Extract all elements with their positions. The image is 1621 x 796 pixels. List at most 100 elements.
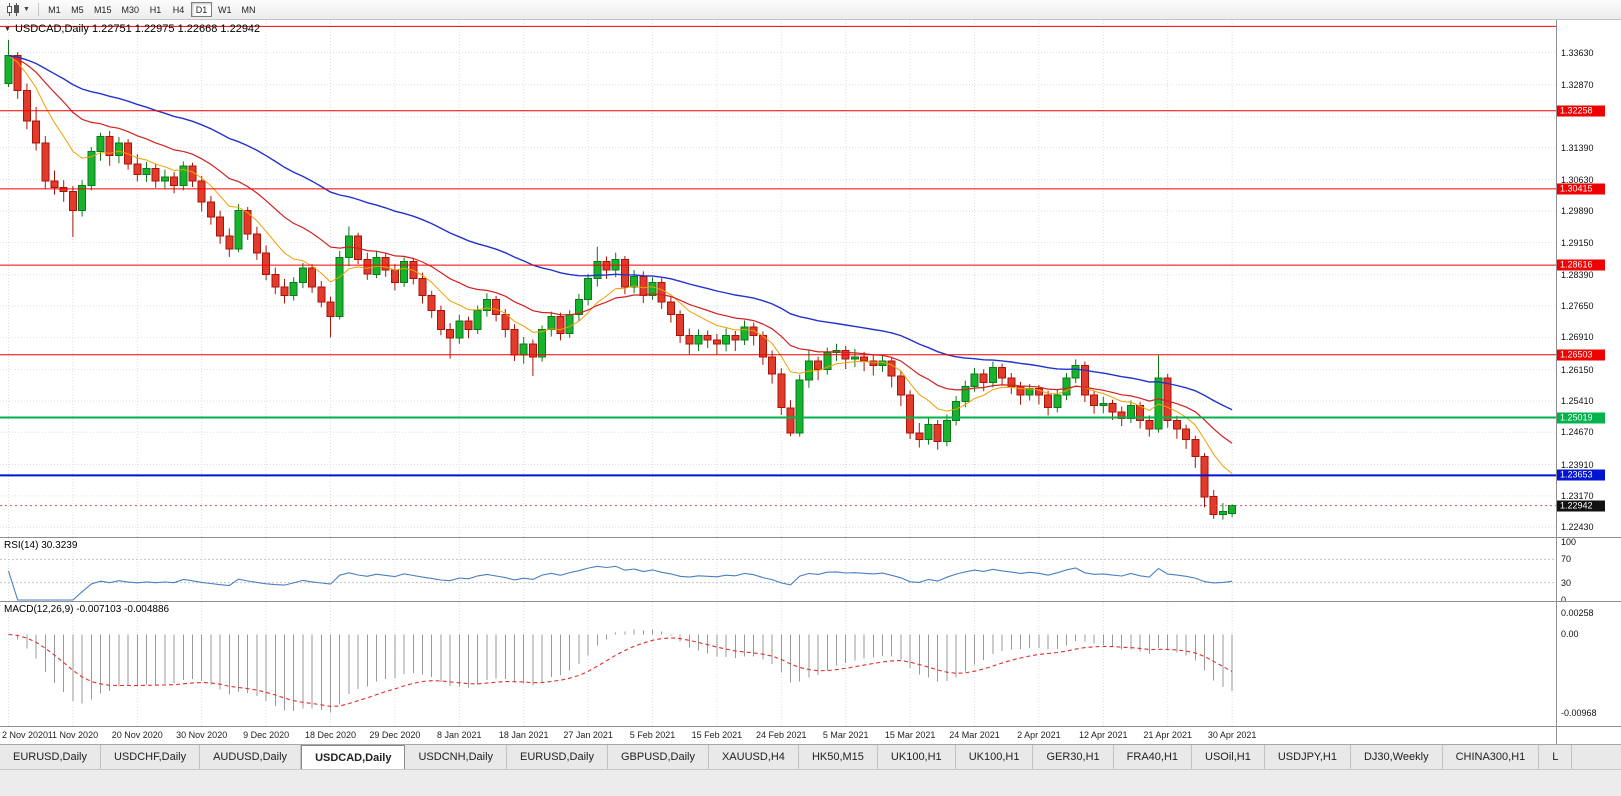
date-axis-label: 2 Apr 2021	[1017, 730, 1061, 740]
date-axis-label: 12 Apr 2021	[1079, 730, 1128, 740]
tab-ger30-h1[interactable]: GER30,H1	[1033, 745, 1114, 769]
date-axis-label: 2 Nov 2020	[2, 730, 49, 740]
price-axis-label: 1.29150	[1561, 237, 1594, 248]
chevron-down-icon: ▼	[23, 6, 30, 13]
price-axis-label: 1.28390	[1561, 269, 1594, 280]
timeframe-toolbar: ▼ M1 M5 M15 M30 H1 H4 D1 W1 MN	[0, 0, 1621, 20]
level-price-chip: 1.30415	[1557, 183, 1605, 195]
level-price-chip: 1.32258	[1557, 105, 1605, 117]
tab-usdcad-daily[interactable]: USDCAD,Daily	[301, 745, 406, 769]
macd-row: MACD(12,26,9) -0.007103 -0.004886 0.0025…	[0, 602, 1621, 726]
macd-axis-label: 0.00	[1561, 629, 1579, 640]
date-axis-label: 24 Mar 2021	[949, 730, 1000, 740]
panel-separator[interactable]	[0, 726, 1621, 727]
rsi-plot[interactable]: RSI(14) 30.3239	[0, 538, 1556, 601]
date-axis-label: 15 Mar 2021	[884, 730, 936, 740]
tab-eurusd-daily[interactable]: EURUSD,Daily	[507, 745, 608, 769]
rsi-axis[interactable]: 100 70 30 0	[1556, 538, 1621, 601]
date-axis-label: 8 Jan 2021	[437, 730, 482, 740]
timeframe-button-h4[interactable]: H4	[172, 4, 185, 15]
tab-usoil-h1[interactable]: USOil,H1	[1192, 745, 1265, 769]
timeframe-button-m5[interactable]: M5	[71, 4, 84, 15]
date-axis-row: 2 Nov 2020 11 Nov 2020 20 Nov 2020 30 Nov 2…	[0, 727, 1621, 744]
date-axis-label: 30 Nov 2020	[176, 730, 228, 740]
timeframe-button-w1[interactable]: W1	[217, 4, 232, 15]
macd-chart[interactable]	[0, 602, 1556, 726]
timeframe-buttons: M1 M5 M15 M30 H1 H4 D1 W1 MN	[44, 2, 260, 17]
tab-gbpusd-daily[interactable]: GBPUSD,Daily	[608, 745, 709, 769]
tab-hk50-m15[interactable]: HK50,M15	[798, 745, 878, 769]
date-axis-label: 5 Mar 2021	[822, 730, 869, 740]
axis-corner	[1556, 727, 1621, 744]
tab-fra40-h1[interactable]: FRA40,H1	[1113, 745, 1193, 769]
main-chart-plot[interactable]: ▼ USDCAD,Daily 1.22751 1.22975 1.22668 1…	[0, 20, 1556, 537]
rsi-axis-label: 0	[1561, 595, 1567, 601]
rsi-axis-label: 70	[1561, 554, 1572, 565]
price-axis-label: 1.31390	[1561, 142, 1594, 153]
timeframe-button-m1[interactable]: M1	[48, 4, 61, 15]
timeframe-button-m30[interactable]: M30	[121, 4, 139, 15]
tab-uk100-h1[interactable]: UK100,H1	[877, 745, 956, 769]
chart-title: ▼ USDCAD,Daily 1.22751 1.22975 1.22668 1…	[4, 23, 260, 35]
tab-usdchf-daily[interactable]: USDCHF,Daily	[100, 745, 201, 769]
price-axis-label: 1.33630	[1561, 47, 1594, 58]
price-axis-label: 1.32870	[1561, 79, 1594, 90]
timeframe-button-mn[interactable]: MN	[241, 4, 256, 15]
price-axis-label: 1.26910	[1561, 332, 1594, 343]
date-axis-label: 29 Dec 2020	[369, 730, 421, 740]
tab-dj30-weekly[interactable]: DJ30,Weekly	[1350, 745, 1443, 769]
main-chart-row: ▼ USDCAD,Daily 1.22751 1.22975 1.22668 1…	[0, 20, 1621, 537]
tab-usdcnh-daily[interactable]: USDCNH,Daily	[405, 745, 508, 769]
rsi-chart[interactable]	[0, 538, 1556, 601]
chart-tabs: EURUSD,Daily USDCHF,Daily AUDUSD,Daily USDC…	[0, 744, 1621, 769]
date-axis[interactable]: 2 Nov 2020 11 Nov 2020 20 Nov 2020 30 Nov 2…	[0, 727, 1556, 744]
rsi-axis-label: 100	[1561, 538, 1577, 547]
level-price-chip: 1.23653	[1557, 469, 1605, 481]
rsi-row: RSI(14) 30.3239 100 70 30 0	[0, 538, 1621, 601]
level-price-chip: 1.26503	[1557, 349, 1605, 361]
tab-xauusd-h4[interactable]: XAUUSD,H4	[708, 745, 799, 769]
macd-axis-label: -0.00968	[1561, 708, 1597, 719]
date-axis-label: 24 Feb 2021	[756, 730, 807, 740]
price-axis-label: 1.25410	[1561, 396, 1594, 406]
macd-axis-label: 0.00258	[1561, 608, 1594, 619]
date-axis-label: 18 Dec 2020	[304, 730, 357, 740]
timeframe-button-m15[interactable]: M15	[93, 4, 112, 15]
macd-plot[interactable]: MACD(12,26,9) -0.007103 -0.004886	[0, 602, 1556, 726]
panel-separator[interactable]	[0, 537, 1621, 538]
toolbar-separator	[37, 3, 39, 16]
price-axis-label: 1.30630	[1561, 174, 1594, 185]
rsi-title: RSI(14) 30.3239	[4, 540, 78, 551]
date-axis-label: 18 Jan 2021	[498, 730, 549, 740]
tab-audusd-daily[interactable]: AUDUSD,Daily	[200, 745, 302, 769]
price-axis-label: 1.23910	[1561, 459, 1594, 470]
price-axis[interactable]: 1.33630 1.32870 1.31390 1.30630 1.29890 1.291…	[1556, 20, 1621, 537]
chart-type-dropdown[interactable]: ▼	[3, 2, 33, 17]
rsi-axis-label: 30	[1561, 577, 1572, 588]
tab-usdjpy-h1[interactable]: USDJPY,H1	[1264, 745, 1351, 769]
price-axis-label: 1.23170	[1561, 490, 1594, 501]
candlestick-chart-icon	[7, 3, 19, 16]
date-axis-label: 30 Apr 2021	[1207, 730, 1257, 740]
panel-separator[interactable]	[0, 601, 1621, 602]
price-axis-label: 1.24670	[1561, 427, 1594, 438]
date-axis-label: 11 Nov 2020	[47, 730, 99, 740]
tab-l[interactable]: L	[1539, 745, 1573, 769]
tab-uk100-h1[interactable]: UK100,H1	[955, 745, 1034, 769]
macd-title: MACD(12,26,9) -0.007103 -0.004886	[4, 604, 170, 615]
date-axis-label: 9 Dec 2020	[243, 730, 290, 740]
chart-title-text: USDCAD,Daily 1.22751 1.22975 1.22668 1.2…	[14, 23, 261, 35]
tab-china300-h1[interactable]: CHINA300,H1	[1442, 745, 1540, 769]
price-axis-label: 1.22430	[1561, 522, 1594, 533]
date-axis-label: 27 Jan 2021	[563, 730, 613, 740]
price-axis-label: 1.29890	[1561, 206, 1594, 217]
level-price-chip: 1.28616	[1557, 259, 1605, 271]
timeframe-button-h1[interactable]: H1	[149, 4, 162, 15]
date-axis-label: 15 Feb 2021	[691, 730, 743, 740]
status-strip	[0, 769, 1621, 796]
tab-eurusd-daily[interactable]: EURUSD,Daily	[0, 745, 101, 769]
candlestick-chart[interactable]	[0, 20, 1556, 537]
timeframe-button-d1[interactable]: D1	[190, 2, 212, 17]
current-price-chip: 1.22942	[1557, 500, 1605, 512]
macd-axis[interactable]: 0.00258 0.00 -0.00968	[1556, 602, 1621, 726]
